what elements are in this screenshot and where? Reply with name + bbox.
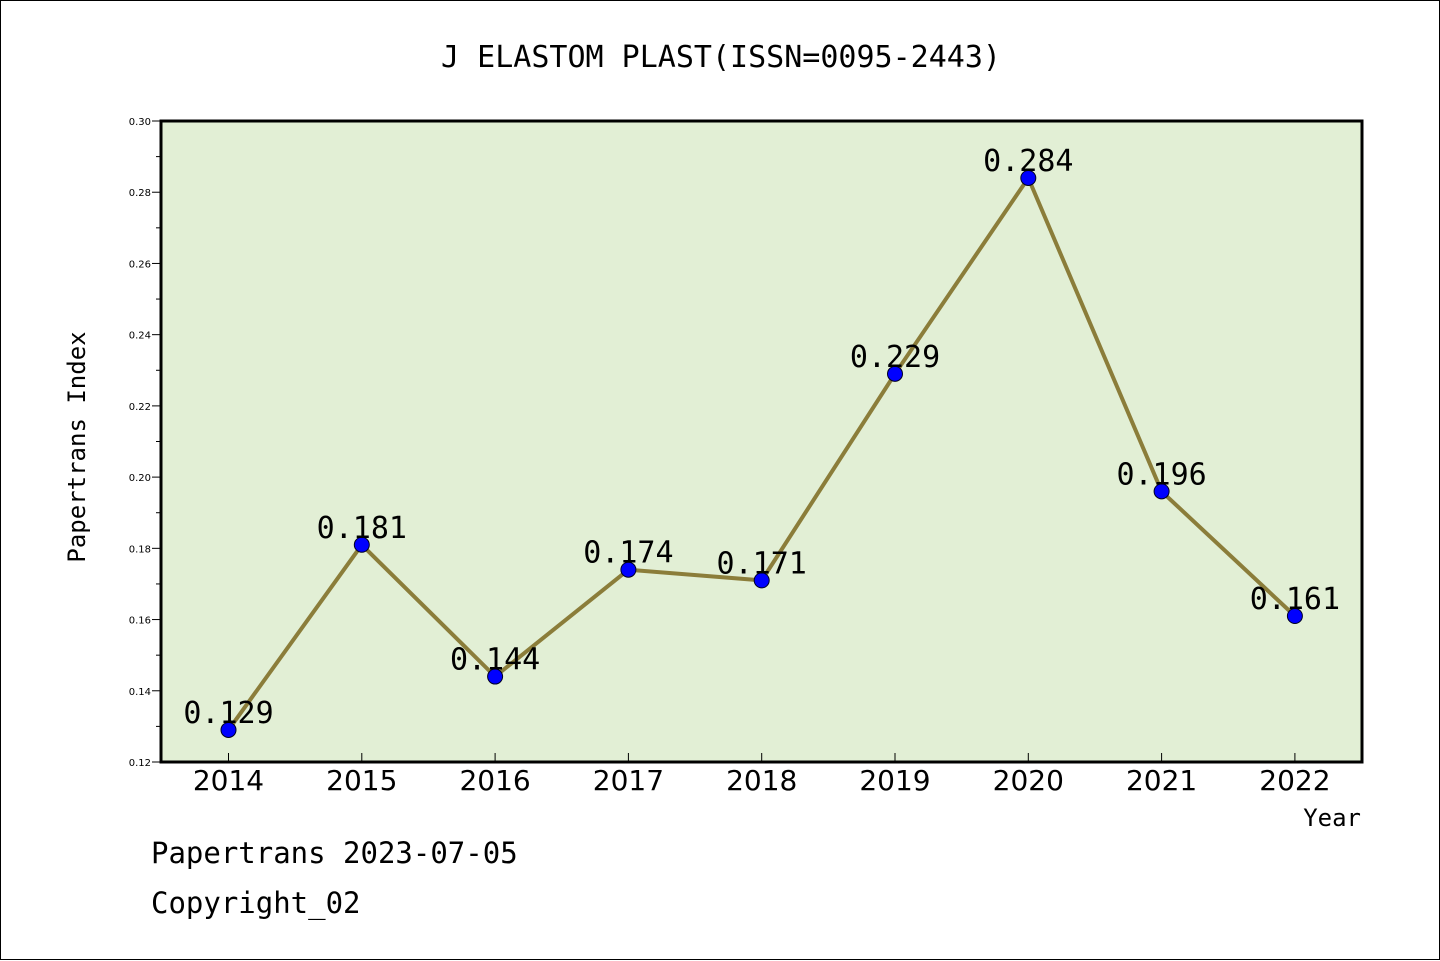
y-tick-label: 0.20 xyxy=(129,473,151,484)
x-tick-label: 2015 xyxy=(326,764,397,797)
y-tick-label: 0.14 xyxy=(129,687,151,698)
data-point xyxy=(487,668,504,685)
y-tick-label: 0.28 xyxy=(129,188,151,199)
y-tick-label: 0.26 xyxy=(129,259,151,270)
y-tick-label: 0.18 xyxy=(129,544,151,555)
data-point xyxy=(353,536,370,553)
plot-area xyxy=(159,119,1364,764)
data-label: 0.196 xyxy=(1116,457,1206,492)
data-label: 0.284 xyxy=(983,144,1073,179)
data-label-layer: 0.129 0.181 0.144 0.174 0.171 0.229 0.284 0.196… xyxy=(183,144,1340,731)
y-tick-label: 0.16 xyxy=(129,616,151,627)
footer-copyright-text: Copyright_02 xyxy=(151,886,361,920)
data-label: 0.229 xyxy=(850,340,940,375)
data-label: 0.129 xyxy=(183,696,273,731)
data-label: 0.161 xyxy=(1250,582,1340,617)
x-tick-label: 2018 xyxy=(726,764,797,797)
data-point xyxy=(620,561,637,578)
footer-date-text: Papertrans 2023-07-05 xyxy=(151,836,518,870)
x-tick-label: 2021 xyxy=(1126,764,1197,797)
data-point xyxy=(1020,169,1037,186)
data-point xyxy=(220,721,237,738)
x-tick-label: 2014 xyxy=(193,764,264,797)
y-axis-title: Papertrans Index xyxy=(63,331,91,562)
series-layer xyxy=(220,169,1303,738)
data-point xyxy=(1153,483,1170,500)
x-tick-label: 2022 xyxy=(1259,764,1330,797)
data-point xyxy=(1286,607,1303,624)
y-tick-label: 0.22 xyxy=(129,402,151,413)
x-tick-label: 2016 xyxy=(459,764,530,797)
data-label: 0.174 xyxy=(583,536,673,571)
x-axis-title: Year xyxy=(1303,804,1361,832)
x-tick-label: 2020 xyxy=(993,764,1064,797)
x-tick-label: 2017 xyxy=(593,764,664,797)
y-tick-label: 0.12 xyxy=(129,758,151,769)
data-label: 0.181 xyxy=(317,511,407,546)
data-point xyxy=(887,365,903,382)
y-tick-label: 0.30 xyxy=(129,117,151,128)
chart-title: J ELASTOM PLAST(ISSN=0095-2443) xyxy=(441,40,1001,75)
x-axis: 2014 2015 2016 2017 2018 2019 2020 2021 2022 xyxy=(193,753,1331,797)
data-label: 0.171 xyxy=(717,546,807,581)
data-label: 0.144 xyxy=(450,643,540,678)
y-tick-label: 0.24 xyxy=(129,331,151,342)
x-tick-label: 2019 xyxy=(859,764,930,797)
y-axis: 0.12 0.14 0.16 0.18 0.20 0.22 0.24 0.26 0.28 0.30 xyxy=(129,117,161,769)
data-point xyxy=(753,572,770,589)
